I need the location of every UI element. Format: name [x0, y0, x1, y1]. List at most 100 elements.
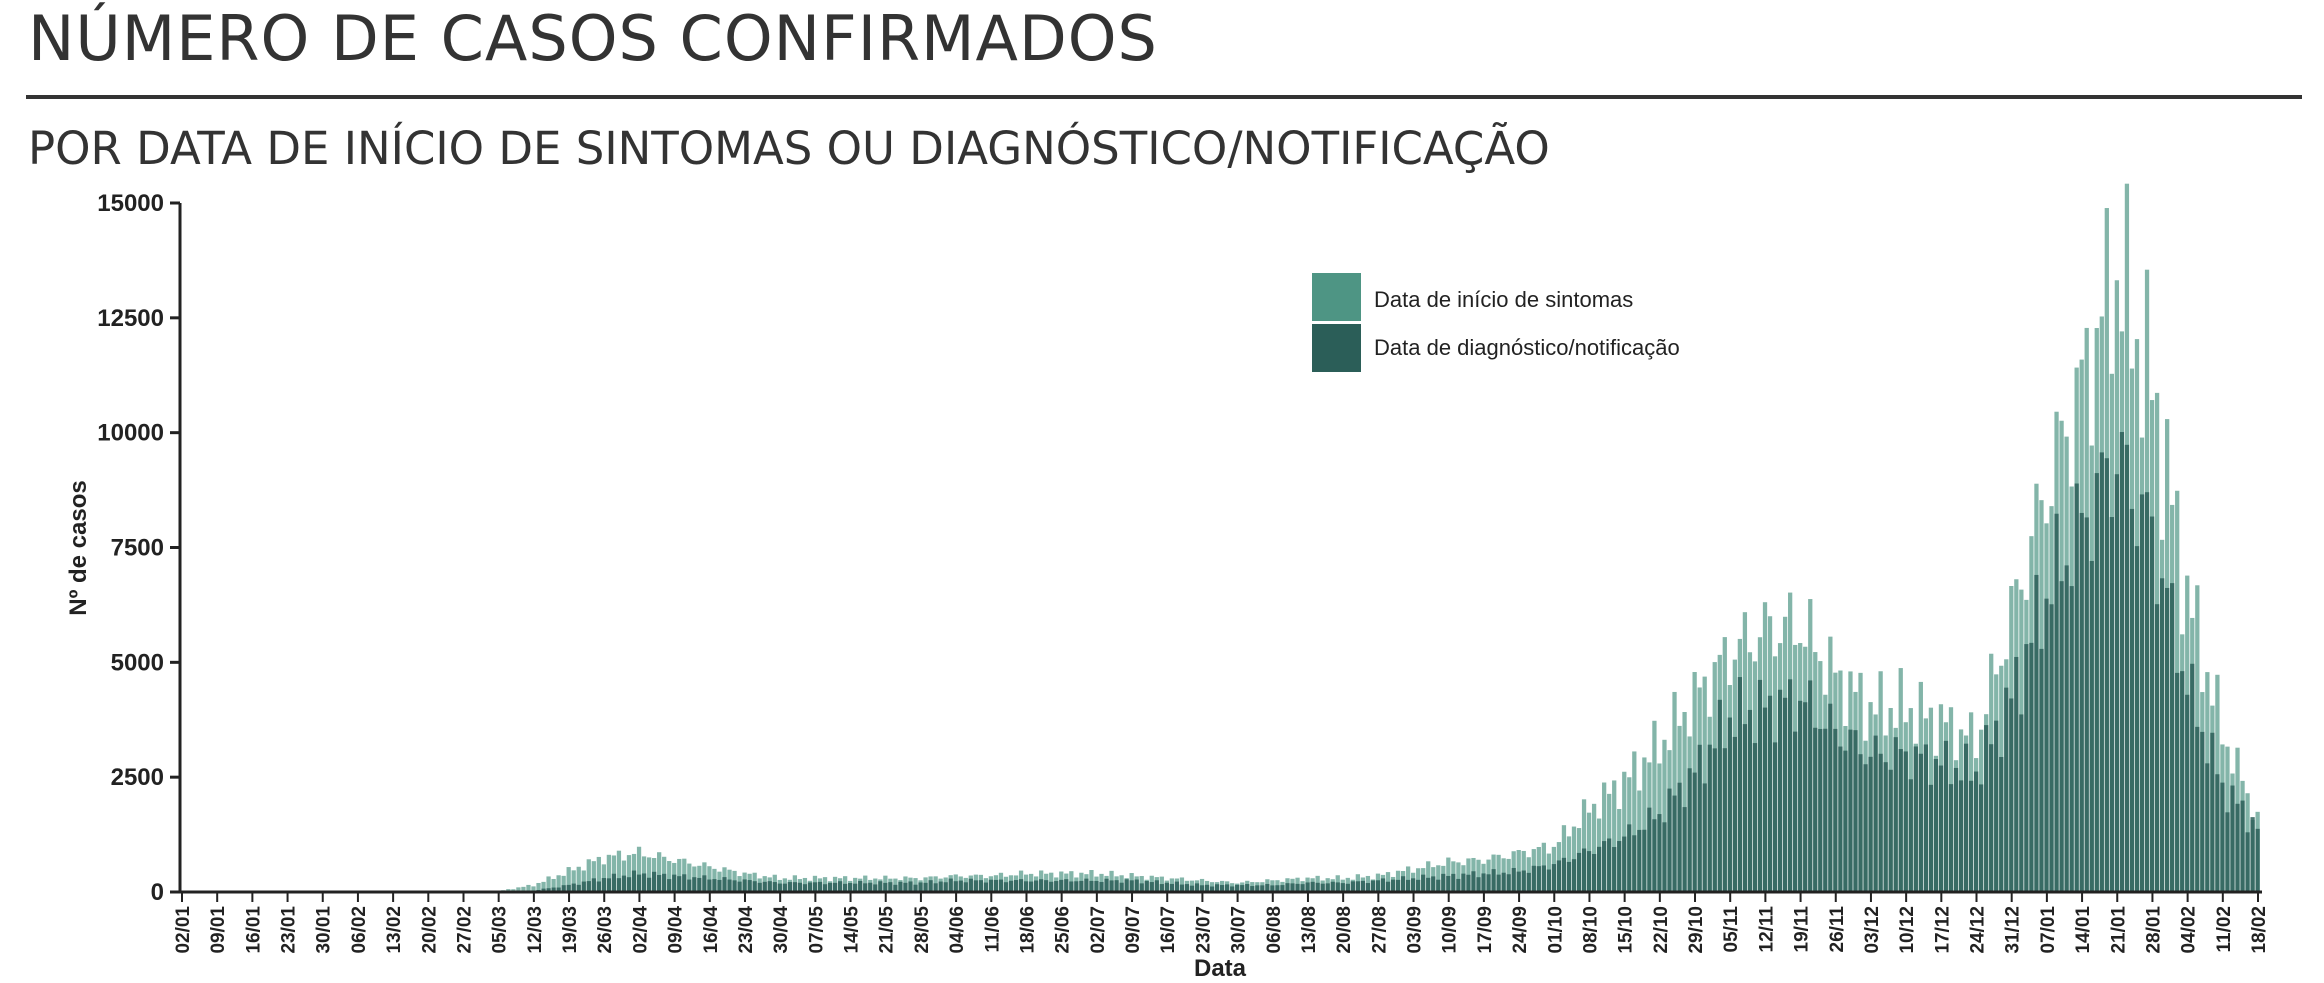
- bar-diagnosis: [1692, 772, 1697, 892]
- bar-diagnosis: [1541, 865, 1546, 892]
- bar-diagnosis: [1612, 847, 1617, 892]
- bar-diagnosis: [933, 883, 938, 892]
- bar-diagnosis: [782, 883, 787, 892]
- bar-diagnosis: [1913, 746, 1918, 892]
- bar-diagnosis: [1576, 852, 1582, 892]
- bar-diagnosis: [1164, 882, 1169, 892]
- x-tick-label: 14/05: [842, 906, 863, 954]
- bar-symptoms: [1426, 861, 1431, 892]
- bar-diagnosis: [1521, 870, 1526, 892]
- x-tick-label: 27/08: [1369, 906, 1390, 954]
- x-tick-label: 04/06: [947, 906, 968, 954]
- bar-diagnosis: [878, 881, 883, 892]
- bar-diagnosis: [1074, 881, 1079, 892]
- bar-diagnosis: [2034, 574, 2039, 892]
- bar-diagnosis: [1702, 783, 1707, 892]
- y-tick-label: 7500: [111, 535, 164, 562]
- bar-diagnosis: [767, 881, 772, 892]
- bar-diagnosis: [1300, 884, 1305, 892]
- x-tick-label: 23/04: [736, 906, 757, 954]
- bar-diagnosis: [1340, 883, 1345, 892]
- bar-diagnosis: [1064, 879, 1069, 892]
- bar-diagnosis: [1672, 795, 1677, 892]
- bar-diagnosis: [1788, 679, 1793, 892]
- bar-diagnosis: [1350, 881, 1355, 892]
- bar-diagnosis: [1451, 873, 1456, 892]
- bar-diagnosis: [1933, 759, 1939, 892]
- bar-diagnosis: [1325, 883, 1330, 892]
- bar-diagnosis: [1225, 884, 1230, 892]
- bar-diagnosis: [1426, 877, 1431, 892]
- bar-diagnosis: [1260, 885, 1265, 892]
- bar-symptoms: [596, 856, 601, 892]
- bar-diagnosis: [1943, 740, 1949, 892]
- x-tick-label: 08/10: [1580, 906, 1601, 954]
- bar-diagnosis: [2054, 513, 2059, 892]
- bar-diagnosis: [581, 881, 586, 892]
- bar-diagnosis: [1069, 881, 1074, 892]
- x-tick-label: 09/01: [208, 906, 229, 954]
- bar-diagnosis: [868, 882, 873, 892]
- bar-diagnosis: [1270, 885, 1275, 892]
- bar-diagnosis: [2154, 604, 2160, 892]
- bar-diagnosis: [802, 884, 808, 892]
- bar-diagnosis: [2084, 517, 2089, 892]
- bar-diagnosis: [1531, 865, 1536, 892]
- x-tick-label: 05/11: [1721, 906, 1742, 953]
- bar-diagnosis: [1144, 881, 1149, 892]
- x-tick-label: 11/06: [982, 906, 1003, 953]
- bar-diagnosis: [1642, 829, 1647, 892]
- bar-diagnosis: [1597, 846, 1602, 892]
- bar-diagnosis: [1049, 881, 1054, 892]
- bar-diagnosis: [2175, 672, 2180, 892]
- bar-diagnosis: [2185, 694, 2190, 892]
- x-tick-label: 12/03: [525, 906, 546, 954]
- bar-diagnosis: [2230, 785, 2235, 892]
- bar-diagnosis: [1184, 884, 1190, 892]
- diagnosis-series: [501, 432, 2260, 892]
- bar-diagnosis: [1918, 753, 1923, 892]
- bar-diagnosis: [1169, 883, 1174, 892]
- bar-diagnosis: [1491, 869, 1496, 892]
- bar-diagnosis: [1858, 754, 1863, 892]
- bar-diagnosis: [1395, 879, 1401, 892]
- bar-diagnosis: [1591, 853, 1597, 892]
- bar-diagnosis: [2250, 817, 2255, 892]
- bar-symptoms: [636, 846, 642, 892]
- bar-diagnosis: [2170, 583, 2175, 892]
- bar-diagnosis: [1436, 879, 1441, 892]
- bar-diagnosis: [1727, 717, 1732, 892]
- bar-symptoms: [516, 887, 521, 892]
- bar-symptoms: [521, 886, 526, 892]
- x-tick-label: 16/04: [701, 906, 722, 954]
- bar-diagnosis: [651, 871, 657, 892]
- legend-swatch-symptoms: [1312, 273, 1361, 321]
- bar-diagnosis: [556, 887, 561, 892]
- bar-diagnosis: [1742, 724, 1748, 892]
- bar-diagnosis: [1687, 768, 1692, 892]
- bar-diagnosis: [1853, 730, 1858, 892]
- bar-symptoms: [1612, 780, 1617, 892]
- bar-symptoms: [551, 878, 556, 892]
- bar-diagnosis: [1757, 679, 1763, 892]
- y-axis-label: Nº de casos: [65, 480, 92, 616]
- bar-diagnosis: [1194, 883, 1200, 892]
- bar-diagnosis: [2019, 714, 2024, 892]
- bar-diagnosis: [1883, 762, 1888, 892]
- bar-diagnosis: [1099, 881, 1104, 892]
- y-tick-label: 2500: [111, 764, 164, 791]
- bar-diagnosis: [646, 877, 652, 892]
- bar-diagnosis: [832, 882, 838, 892]
- bar-diagnosis: [2029, 642, 2034, 892]
- bar-diagnosis: [606, 878, 612, 892]
- bar-diagnosis: [1707, 744, 1712, 892]
- bar-diagnosis: [2094, 473, 2099, 892]
- bar-diagnosis: [1204, 884, 1210, 892]
- bar-diagnosis: [903, 882, 908, 892]
- bar-diagnosis: [2255, 828, 2260, 892]
- bar-symptoms: [566, 867, 571, 892]
- bar-diagnosis: [672, 874, 677, 892]
- bar-diagnosis: [928, 880, 933, 892]
- x-tick-label: 06/08: [1264, 906, 1285, 954]
- bar-diagnosis: [1280, 885, 1285, 892]
